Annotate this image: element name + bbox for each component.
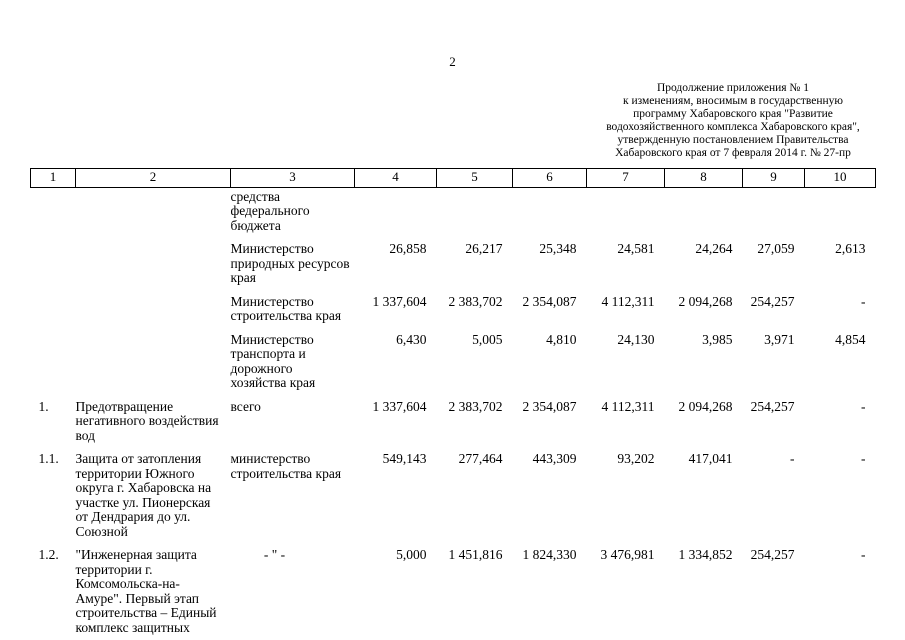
row-number: 1.1. bbox=[38, 451, 59, 466]
column-number-cell: 3 bbox=[230, 168, 355, 188]
value-cell: 27,059 bbox=[757, 241, 795, 256]
value-cell: 26,858 bbox=[389, 241, 427, 256]
value-cell: 4,810 bbox=[546, 331, 577, 347]
continuation-header: Продолжение приложения № 1 к изменениям,… bbox=[583, 82, 883, 160]
column-number-cell: 10 bbox=[804, 168, 876, 188]
row-number: 1.2. bbox=[38, 547, 59, 562]
value-cell: 24,581 bbox=[617, 241, 655, 256]
continuation-line: программу Хабаровского края "Развитие bbox=[633, 108, 833, 120]
column-number-cell: 4 bbox=[354, 168, 437, 188]
value-cell bbox=[805, 187, 876, 240]
value-cell: - bbox=[790, 451, 795, 466]
value-cell: 277,464 bbox=[458, 451, 503, 466]
value-cell: 6,430 bbox=[396, 331, 427, 347]
value-cell: 549,143 bbox=[382, 451, 427, 466]
measure-name: "Инженерная защита территории г. Комсомо… bbox=[75, 547, 217, 635]
table-row: 1.1. Защита от затопления территории Южно… bbox=[31, 450, 876, 546]
value-cell bbox=[587, 187, 665, 240]
column-number-cell: 9 bbox=[742, 168, 805, 188]
table-row: 1.2. "Инженерная защита территории г. Ком… bbox=[31, 546, 876, 640]
column-number-cell: 6 bbox=[512, 168, 587, 188]
executor: Министерство транспорта и дорожного хозя… bbox=[230, 331, 316, 390]
row-number bbox=[31, 187, 76, 240]
value-cell: 1 337,604 bbox=[372, 398, 427, 414]
value-cell: 2,613 bbox=[835, 241, 866, 256]
data-table: 1 2 3 4 5 6 7 8 9 10 средства федерального бюджет… bbox=[30, 168, 876, 640]
value-cell: 2 383,702 bbox=[448, 398, 503, 414]
value-cell: 2 354,087 bbox=[522, 293, 577, 309]
value-cell: 3,971 bbox=[764, 331, 795, 347]
value-cell bbox=[513, 187, 587, 240]
value-cell: 3 476,981 bbox=[600, 547, 655, 562]
executor: Министерство природных ресурсов края bbox=[230, 241, 350, 285]
column-number-cell: 2 bbox=[75, 168, 231, 188]
measure-name bbox=[76, 293, 231, 331]
table-row: 1. Предотвращение негативного воздействия… bbox=[31, 398, 876, 451]
continuation-line: к изменениям, вносимым в государственную bbox=[623, 95, 843, 107]
table-row: Министерство природных ресурсов края 26,8… bbox=[31, 240, 876, 293]
measure-name bbox=[76, 331, 231, 398]
value-cell: 2 094,268 bbox=[678, 398, 733, 414]
value-cell: 5,000 bbox=[396, 547, 427, 562]
value-cell: 254,257 bbox=[750, 293, 795, 309]
executor: - " - bbox=[263, 547, 286, 562]
table-body: средства федерального бюджета Министерств… bbox=[31, 187, 876, 640]
value-cell: 2 383,702 bbox=[448, 293, 503, 309]
value-cell: 24,130 bbox=[617, 331, 655, 347]
measure-name: Защита от затопления территории Южного о… bbox=[75, 451, 212, 539]
value-cell: 1 334,852 bbox=[678, 547, 733, 562]
executor: министерство строительства края bbox=[230, 451, 342, 481]
table-row: Министерство строительства края 1 337,604… bbox=[31, 293, 876, 331]
executor: Министерство строительства края bbox=[230, 293, 342, 323]
measure-name bbox=[76, 187, 231, 240]
executor: всего bbox=[230, 398, 261, 414]
value-cell bbox=[743, 187, 805, 240]
value-cell: - bbox=[861, 398, 866, 414]
value-cell: - bbox=[861, 451, 866, 466]
continuation-line: Хабаровского края от 7 февраля 2014 г. №… bbox=[615, 147, 851, 159]
value-cell: 4 112,311 bbox=[601, 398, 655, 414]
row-number bbox=[31, 240, 76, 293]
value-cell: 2 354,087 bbox=[522, 398, 577, 414]
value-cell bbox=[437, 187, 513, 240]
continuation-line: Продолжение приложения № 1 bbox=[656, 82, 810, 94]
column-number-cell: 7 bbox=[586, 168, 665, 188]
value-cell bbox=[665, 187, 743, 240]
value-cell: 1 451,816 bbox=[448, 547, 503, 562]
row-number bbox=[31, 293, 76, 331]
column-number-cell: 5 bbox=[436, 168, 513, 188]
value-cell bbox=[355, 187, 437, 240]
value-cell: 4 112,311 bbox=[601, 293, 655, 309]
value-cell: 254,257 bbox=[750, 398, 795, 414]
continuation-line: утвержденную постановлением Правительств… bbox=[617, 134, 849, 146]
value-cell: - bbox=[861, 293, 866, 309]
measure-name bbox=[76, 240, 231, 293]
value-cell: 4,854 bbox=[835, 331, 866, 347]
row-number bbox=[31, 331, 76, 398]
continuation-line: водохозяйственного комплекса Хабаровског… bbox=[606, 121, 860, 133]
value-cell: 443,309 bbox=[532, 451, 577, 466]
table-row: средства федерального бюджета bbox=[31, 187, 876, 240]
value-cell: 3,985 bbox=[702, 331, 733, 347]
value-cell: 5,005 bbox=[472, 331, 503, 347]
column-number-cell: 8 bbox=[664, 168, 743, 188]
table-header-row: 1 2 3 4 5 6 7 8 9 10 bbox=[30, 168, 876, 188]
column-number-cell: 1 bbox=[30, 168, 76, 188]
value-cell: 417,041 bbox=[688, 451, 733, 466]
page-number: 2 bbox=[449, 54, 456, 69]
executor: средства федерального бюджета bbox=[230, 188, 310, 233]
measure-name: Предотвращение негативного воздействия в… bbox=[75, 398, 219, 443]
value-cell: 1 337,604 bbox=[372, 293, 427, 309]
value-cell: 25,348 bbox=[539, 241, 577, 256]
value-cell: - bbox=[861, 547, 866, 562]
value-cell: 93,202 bbox=[617, 451, 655, 466]
value-cell: 2 094,268 bbox=[678, 293, 733, 309]
table-row: Министерство транспорта и дорожного хозя… bbox=[31, 331, 876, 398]
row-number: 1. bbox=[38, 398, 49, 414]
value-cell: 24,264 bbox=[695, 241, 733, 256]
value-cell: 26,217 bbox=[465, 241, 503, 256]
value-cell: 254,257 bbox=[750, 547, 795, 562]
value-cell: 1 824,330 bbox=[522, 547, 577, 562]
